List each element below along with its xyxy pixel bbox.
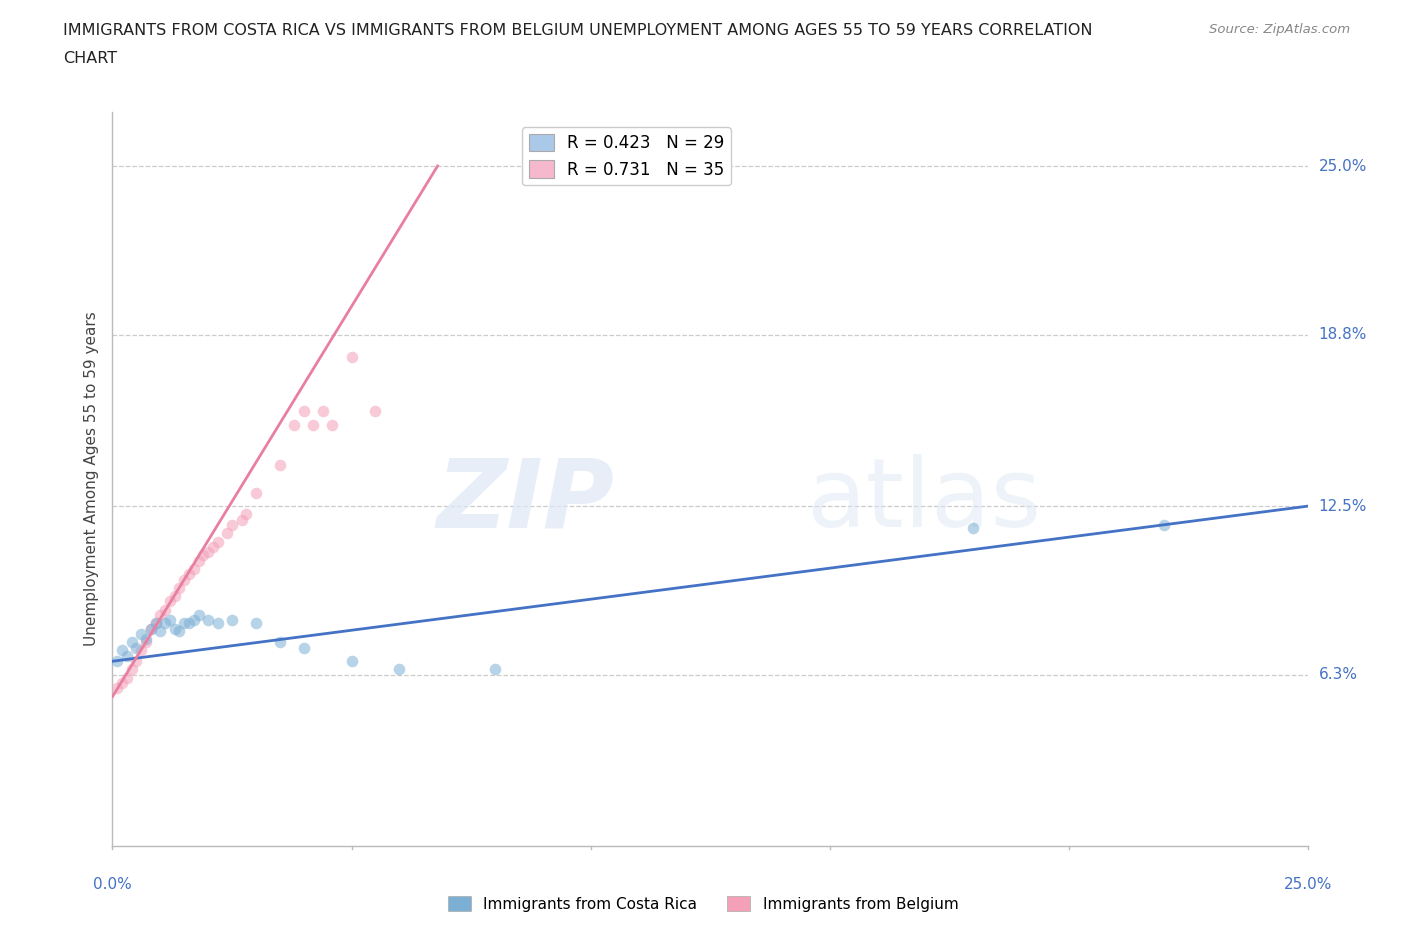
Point — [217, 526, 239, 541]
Point — [169, 580, 191, 595]
Point — [163, 589, 186, 604]
Point — [121, 662, 143, 677]
Legend: R = 0.423   N = 29, R = 0.731   N = 35: R = 0.423 N = 29, R = 0.731 N = 35 — [522, 127, 731, 185]
Point — [183, 613, 205, 628]
Point — [177, 616, 200, 631]
Point — [135, 635, 157, 650]
Point — [197, 613, 219, 628]
Point — [245, 616, 267, 631]
Text: IMMIGRANTS FROM COSTA RICA VS IMMIGRANTS FROM BELGIUM UNEMPLOYMENT AMONG AGES 55: IMMIGRANTS FROM COSTA RICA VS IMMIGRANTS… — [63, 23, 1092, 38]
Point — [235, 507, 257, 522]
Point — [159, 613, 181, 628]
Point — [388, 662, 411, 677]
Text: CHART: CHART — [63, 51, 117, 66]
Point — [1153, 518, 1175, 533]
Point — [163, 621, 186, 636]
Y-axis label: Unemployment Among Ages 55 to 59 years: Unemployment Among Ages 55 to 59 years — [83, 312, 98, 646]
Point — [201, 539, 224, 554]
Point — [135, 632, 157, 647]
Point — [340, 349, 363, 364]
Point — [207, 534, 229, 549]
Point — [221, 518, 243, 533]
Point — [153, 602, 176, 617]
Point — [321, 417, 343, 432]
Point — [177, 566, 200, 581]
Text: atlas: atlas — [806, 455, 1040, 548]
Point — [139, 621, 162, 636]
Point — [292, 640, 315, 655]
Point — [173, 572, 195, 587]
Point — [187, 607, 209, 622]
Text: ZIP: ZIP — [436, 455, 614, 548]
Point — [105, 654, 128, 669]
Text: 25.0%: 25.0% — [1319, 158, 1367, 174]
Text: 18.8%: 18.8% — [1319, 327, 1367, 342]
Point — [484, 662, 506, 677]
Point — [169, 624, 191, 639]
Point — [364, 404, 387, 418]
Point — [149, 624, 172, 639]
Point — [145, 616, 167, 631]
Point — [159, 594, 181, 609]
Text: Source: ZipAtlas.com: Source: ZipAtlas.com — [1209, 23, 1350, 36]
Text: 0.0%: 0.0% — [93, 877, 132, 892]
Point — [129, 643, 152, 658]
Point — [312, 404, 335, 418]
Point — [115, 648, 138, 663]
Point — [197, 545, 219, 560]
Point — [111, 675, 134, 690]
Point — [207, 616, 229, 631]
Text: 25.0%: 25.0% — [1284, 877, 1331, 892]
Text: 12.5%: 12.5% — [1319, 498, 1367, 513]
Point — [193, 548, 215, 563]
Point — [340, 654, 363, 669]
Point — [187, 553, 209, 568]
Point — [139, 621, 162, 636]
Point — [105, 681, 128, 696]
Point — [173, 616, 195, 631]
Point — [231, 512, 253, 527]
Point — [269, 458, 291, 472]
Point — [962, 521, 984, 536]
Point — [125, 654, 148, 669]
Point — [121, 635, 143, 650]
Point — [292, 404, 315, 418]
Point — [115, 671, 138, 685]
Point — [149, 607, 172, 622]
Point — [269, 635, 291, 650]
Point — [302, 417, 325, 432]
Text: 6.3%: 6.3% — [1319, 668, 1358, 683]
Point — [111, 643, 134, 658]
Point — [245, 485, 267, 500]
Point — [283, 417, 305, 432]
Point — [183, 562, 205, 577]
Point — [129, 627, 152, 642]
Point — [221, 613, 243, 628]
Point — [125, 640, 148, 655]
Point — [153, 616, 176, 631]
Point — [145, 616, 167, 631]
Legend: Immigrants from Costa Rica, Immigrants from Belgium: Immigrants from Costa Rica, Immigrants f… — [441, 889, 965, 918]
